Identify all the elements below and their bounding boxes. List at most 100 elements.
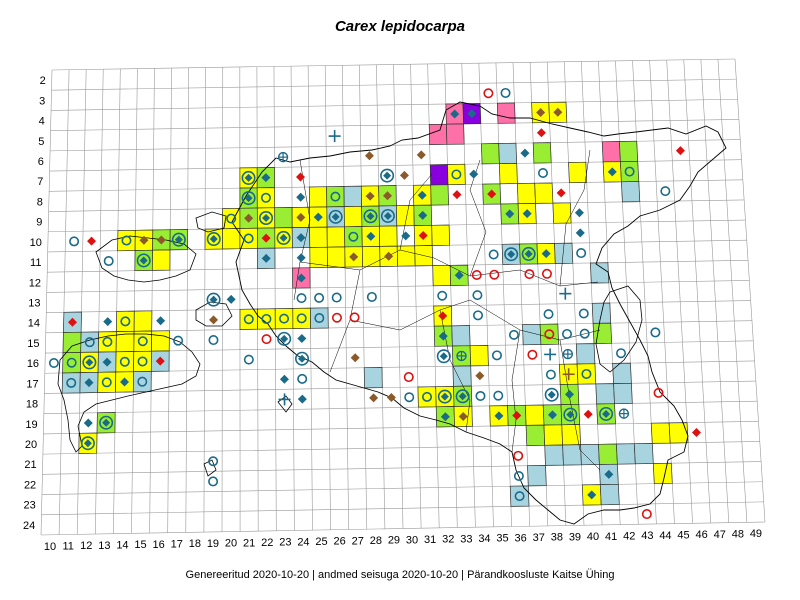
row-label: 11: [30, 257, 41, 269]
marker-diamond: [675, 146, 685, 156]
marker-circle-teal: [137, 376, 148, 387]
marker-circle: [226, 213, 237, 224]
column-label: 19: [207, 538, 219, 550]
occupied-cell-yellow: [417, 386, 437, 408]
marker-circle: [119, 356, 130, 367]
marker-circle: [48, 357, 59, 368]
marker-circle: [513, 450, 524, 461]
hiiumaa-outline: [95, 235, 197, 283]
marker-circle-plus-teal: [618, 408, 630, 419]
marker-diamond: [156, 235, 166, 245]
footer-generated: Genereeritud 2020-10-20: [185, 569, 310, 581]
grid-line: [43, 421, 759, 435]
marker-circle: [541, 268, 552, 279]
grid-line: [717, 59, 748, 523]
row-label: 18: [26, 399, 38, 411]
column-label: 23: [279, 537, 291, 549]
occupied-cell-blue: [595, 383, 615, 405]
marker-diamond-brown: [536, 108, 546, 118]
marker-circle-teal: [84, 337, 95, 348]
marker-diamond: [67, 317, 77, 327]
row-label: 23: [23, 500, 35, 512]
column-label: 32: [442, 534, 454, 546]
occupied-cell-yellow: [525, 404, 545, 426]
marker-diamond-teal: [418, 210, 428, 220]
occupied-cell-yellow: [292, 307, 311, 329]
marker-diamond: [383, 191, 393, 201]
marker-diamond: [261, 253, 271, 263]
marker-circle-red: [524, 269, 535, 280]
marker-circle-teal: [422, 391, 433, 402]
marker-circle: [624, 166, 635, 177]
marker-diamond: [566, 410, 575, 419]
occupied-cells: [61, 101, 689, 507]
marker-ring-diamond-teal: [241, 191, 256, 206]
marker-ring: [563, 407, 578, 422]
marker-diamond: [366, 212, 375, 221]
marker-circle-teal: [488, 249, 499, 260]
marker-diamond: [209, 295, 218, 304]
marker-circle-teal: [660, 186, 671, 197]
column-label: 47: [714, 529, 726, 541]
marker-circle: [524, 269, 535, 280]
marker-ring: [521, 246, 536, 261]
marker-diamond: [297, 394, 307, 404]
marker-ring-diamond-teal: [504, 247, 519, 262]
marker-circle: [121, 235, 132, 246]
marker-circle-teal: [296, 293, 307, 304]
marker-circle-teal: [296, 313, 307, 324]
marker-ring-diamond-teal: [82, 355, 97, 370]
marker-ring: [136, 253, 151, 268]
marker-diamond: [487, 189, 497, 199]
column-label: 48: [732, 528, 744, 540]
marker-diamond: [512, 411, 522, 421]
marker-circle: [650, 327, 661, 338]
column-label: 43: [641, 530, 653, 542]
marker-ring-diamond-teal: [563, 407, 578, 422]
marker-circle-red: [471, 269, 482, 280]
marker-ring-diamond-teal: [241, 170, 256, 185]
marker-diamond: [556, 188, 566, 198]
marker-diamond: [469, 169, 479, 179]
marker-diamond: [87, 236, 97, 246]
marker-diamond: [418, 231, 428, 241]
marker-diamond: [565, 389, 575, 399]
marker-diamond: [296, 253, 306, 263]
marker-ring-diamond-teal: [328, 209, 343, 224]
row-label: 7: [37, 176, 43, 188]
occupied-cell-yellow: [308, 186, 328, 208]
column-label: 17: [171, 539, 183, 551]
marker-circle: [173, 335, 184, 346]
marker-ring-diamond-teal: [599, 406, 614, 421]
grid-line: [273, 66, 277, 531]
marker-circle-red: [527, 349, 538, 360]
marker-circle-red: [403, 372, 414, 383]
marker-circle-red: [483, 88, 494, 99]
marker-diamond: [458, 392, 467, 401]
grid-line: [376, 64, 386, 529]
marker-circle-red: [349, 312, 360, 323]
marker-circle-teal: [137, 336, 148, 347]
row-label: 6: [38, 156, 44, 168]
marker-diamond-brown: [365, 191, 375, 201]
occupied-cell-yellow: [326, 226, 346, 248]
marker-diamond: [536, 108, 546, 118]
marker-diamond: [494, 411, 504, 421]
marker-circle: [581, 368, 592, 379]
grid-line: [307, 65, 313, 531]
marker-diamond-brown: [369, 393, 379, 403]
marker-diamond: [401, 231, 411, 241]
marker-diamond-teal: [505, 209, 515, 219]
marker-circle-red: [641, 509, 652, 520]
marker-circle: [261, 334, 272, 345]
grid-line: [649, 60, 675, 524]
marker-diamond-teal: [297, 334, 307, 344]
marker-ring-diamond-teal: [277, 331, 292, 346]
grid-line: [410, 64, 422, 529]
marker-circle: [69, 236, 80, 247]
vormsi-outline: [195, 211, 227, 233]
marker-diamond: [85, 358, 94, 367]
occupied-cell-yellow: [343, 205, 363, 228]
marker-diamond-red: [675, 146, 685, 156]
